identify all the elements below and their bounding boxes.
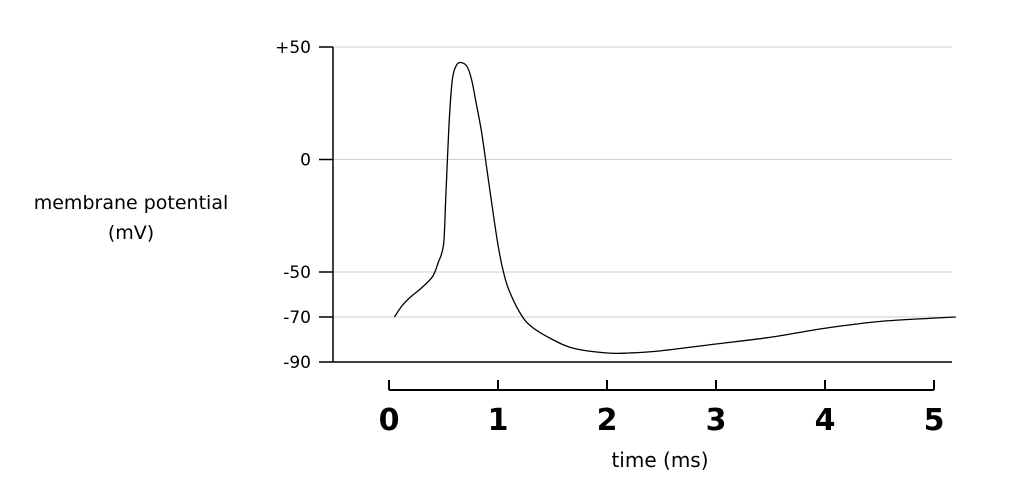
y-axis-label-line-2: (mV) — [107, 222, 155, 244]
y-axis-label: membrane potential (mV) — [0, 188, 262, 248]
y-axis-label-line-1: membrane potential — [33, 192, 229, 214]
action-potential-line — [393, 61, 956, 355]
y-tick-label: -70 — [283, 308, 311, 328]
y-tick-label: -50 — [283, 263, 311, 283]
x-axis-label: time (ms) — [611, 448, 709, 472]
y-tick-label: +50 — [275, 38, 311, 58]
x-tick-label: 1 — [488, 403, 509, 438]
x-tick-label: 0 — [379, 403, 400, 438]
y-tick-label: -90 — [283, 353, 311, 373]
x-tick-label: 2 — [597, 403, 618, 438]
y-tick-label: 0 — [300, 151, 311, 171]
x-tick-label: 5 — [924, 403, 945, 438]
x-tick-label: 3 — [706, 403, 727, 438]
x-tick-label: 4 — [815, 403, 836, 438]
